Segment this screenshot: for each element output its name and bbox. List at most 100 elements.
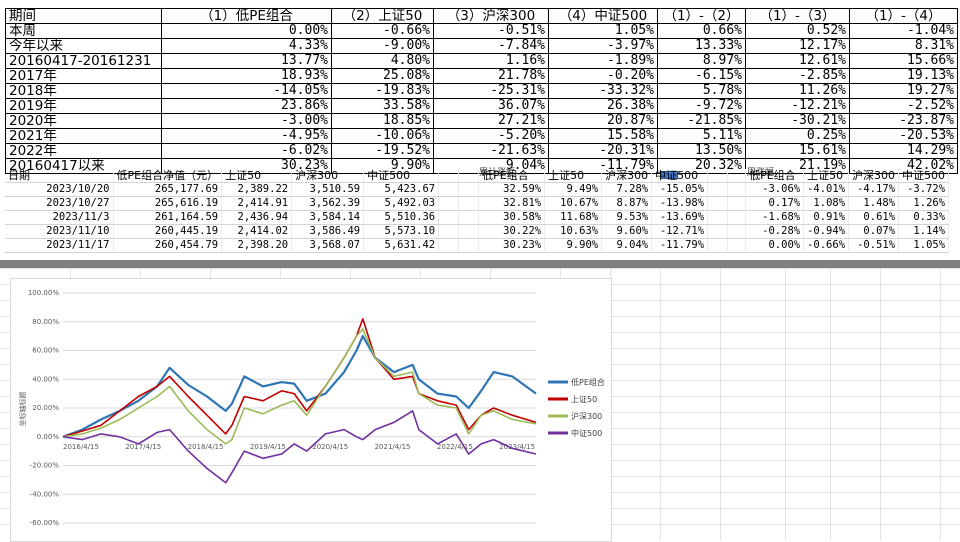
nav-value-cell[interactable] [438, 182, 460, 197]
summary-value-cell[interactable]: -33.32% [548, 83, 658, 99]
nav-value-cell[interactable]: 1.08% [803, 196, 850, 211]
summary-value-cell[interactable]: 15.66% [849, 53, 958, 69]
nav-value-cell[interactable]: -3.06% [745, 182, 805, 197]
nav-value-cell[interactable]: 30.58% [478, 210, 546, 225]
nav-value-cell[interactable]: 7.28% [601, 182, 653, 197]
summary-value-cell[interactable]: 12.17% [745, 38, 850, 54]
nav-value-cell[interactable] [707, 182, 729, 197]
nav-header-cell[interactable]: 中证500 [363, 169, 440, 183]
nav-date-cell[interactable]: 2023/11/10 [5, 224, 114, 239]
nav-value-cell[interactable]: 5,510.36 [363, 210, 440, 225]
summary-value-cell[interactable]: 0.00% [161, 23, 332, 39]
nav-date-cell[interactable]: 2023/10/20 [5, 182, 114, 197]
nav-header-cell[interactable] [458, 169, 480, 183]
nav-value-cell[interactable]: -13.69% [651, 210, 709, 225]
nav-value-cell[interactable] [727, 238, 747, 253]
nav-value-cell[interactable]: 2,436.94 [221, 210, 293, 225]
summary-period-cell[interactable]: 2020年 [5, 113, 162, 129]
summary-value-cell[interactable]: -25.31% [433, 83, 549, 99]
summary-period-cell[interactable]: 本周 [5, 23, 162, 39]
summary-value-cell[interactable]: 13.33% [657, 38, 746, 54]
summary-header-cell[interactable]: （4）中证500 [548, 8, 658, 24]
summary-value-cell[interactable]: 5.11% [657, 128, 746, 144]
nav-header-cell[interactable]: 沪深300 [848, 169, 900, 183]
nav-value-cell[interactable]: -4.17% [848, 182, 900, 197]
summary-value-cell[interactable]: -6.02% [161, 143, 332, 159]
nav-value-cell[interactable]: 0.91% [803, 210, 850, 225]
nav-value-cell[interactable]: -12.71% [651, 224, 709, 239]
nav-value-cell[interactable]: 10.63% [544, 224, 603, 239]
summary-value-cell[interactable]: 14.29% [849, 143, 958, 159]
summary-value-cell[interactable]: -20.31% [548, 143, 658, 159]
summary-value-cell[interactable]: 0.25% [745, 128, 850, 144]
nav-value-cell[interactable]: 3,586.49 [291, 224, 365, 239]
nav-header-cell[interactable]: 上证50 [803, 169, 850, 183]
summary-value-cell[interactable]: -2.85% [745, 68, 850, 84]
nav-value-cell[interactable] [458, 182, 480, 197]
nav-date-cell[interactable]: 2023/11/3 [5, 210, 114, 225]
summary-value-cell[interactable]: -6.15% [657, 68, 746, 84]
summary-value-cell[interactable]: -3.97% [548, 38, 658, 54]
summary-period-cell[interactable]: 今年以来 [5, 38, 162, 54]
summary-value-cell[interactable]: -20.53% [849, 128, 958, 144]
nav-value-cell[interactable]: 3,562.39 [291, 196, 365, 211]
summary-period-cell[interactable]: 2022年 [5, 143, 162, 159]
nav-value-cell[interactable] [458, 196, 480, 211]
summary-value-cell[interactable]: -0.51% [433, 23, 549, 39]
nav-header-cell[interactable]: 低PE组合 [745, 169, 805, 183]
nav-value-cell[interactable] [458, 224, 480, 239]
summary-value-cell[interactable]: 15.58% [548, 128, 658, 144]
summary-value-cell[interactable]: 19.13% [849, 68, 958, 84]
nav-value-cell[interactable]: -0.28% [745, 224, 805, 239]
nav-value-cell[interactable]: 30.22% [478, 224, 546, 239]
nav-value-cell[interactable] [707, 238, 729, 253]
summary-header-cell[interactable]: （1）-（2） [657, 8, 746, 24]
nav-value-cell[interactable]: 10.67% [544, 196, 603, 211]
nav-header-cell[interactable]: 低PE组合净值（元） [113, 169, 223, 183]
summary-period-cell[interactable]: 2019年 [5, 98, 162, 114]
nav-value-cell[interactable]: 11.68% [544, 210, 603, 225]
nav-value-cell[interactable]: 2,389.22 [221, 182, 293, 197]
nav-value-cell[interactable] [727, 196, 747, 211]
nav-header-cell[interactable]: 上证50 [544, 169, 603, 183]
nav-value-cell[interactable] [438, 196, 460, 211]
nav-value-cell[interactable]: 32.81% [478, 196, 546, 211]
nav-value-cell[interactable]: 260,445.19 [113, 224, 223, 239]
summary-value-cell[interactable]: -21.85% [657, 113, 746, 129]
nav-value-cell[interactable] [438, 210, 460, 225]
nav-value-cell[interactable]: 2,414.02 [221, 224, 293, 239]
summary-value-cell[interactable]: 15.61% [745, 143, 850, 159]
nav-value-cell[interactable]: 0.17% [745, 196, 805, 211]
summary-value-cell[interactable]: 1.05% [548, 23, 658, 39]
summary-value-cell[interactable]: 27.21% [433, 113, 549, 129]
summary-value-cell[interactable]: -2.52% [849, 98, 958, 114]
nav-value-cell[interactable]: 0.07% [848, 224, 900, 239]
nav-header-cell[interactable]: 中证500 [898, 169, 950, 183]
summary-value-cell[interactable]: 33.58% [331, 98, 434, 114]
nav-value-cell[interactable]: -11.79% [651, 238, 709, 253]
nav-value-cell[interactable]: 30.23% [478, 238, 546, 253]
nav-value-cell[interactable] [707, 210, 729, 225]
nav-value-cell[interactable]: 0.33% [898, 210, 950, 225]
summary-value-cell[interactable]: 4.80% [331, 53, 434, 69]
summary-value-cell[interactable]: 13.50% [657, 143, 746, 159]
summary-value-cell[interactable]: -0.66% [331, 23, 434, 39]
nav-date-cell[interactable]: 2023/11/17 [5, 238, 114, 253]
summary-value-cell[interactable]: 26.38% [548, 98, 658, 114]
nav-value-cell[interactable] [727, 210, 747, 225]
frozen-pane-divider[interactable] [0, 260, 960, 268]
nav-value-cell[interactable] [727, 224, 747, 239]
summary-value-cell[interactable]: 18.85% [331, 113, 434, 129]
summary-value-cell[interactable]: 0.66% [657, 23, 746, 39]
nav-value-cell[interactable]: 9.49% [544, 182, 603, 197]
nav-value-cell[interactable]: 3,584.14 [291, 210, 365, 225]
summary-value-cell[interactable]: -14.05% [161, 83, 332, 99]
nav-value-cell[interactable]: -4.01% [803, 182, 850, 197]
summary-value-cell[interactable]: -10.06% [331, 128, 434, 144]
nav-value-cell[interactable] [458, 238, 480, 253]
summary-value-cell[interactable]: 8.31% [849, 38, 958, 54]
summary-value-cell[interactable]: -1.89% [548, 53, 658, 69]
nav-value-cell[interactable] [438, 238, 460, 253]
summary-header-cell[interactable]: （1）-（4） [849, 8, 958, 24]
summary-value-cell[interactable]: -19.83% [331, 83, 434, 99]
